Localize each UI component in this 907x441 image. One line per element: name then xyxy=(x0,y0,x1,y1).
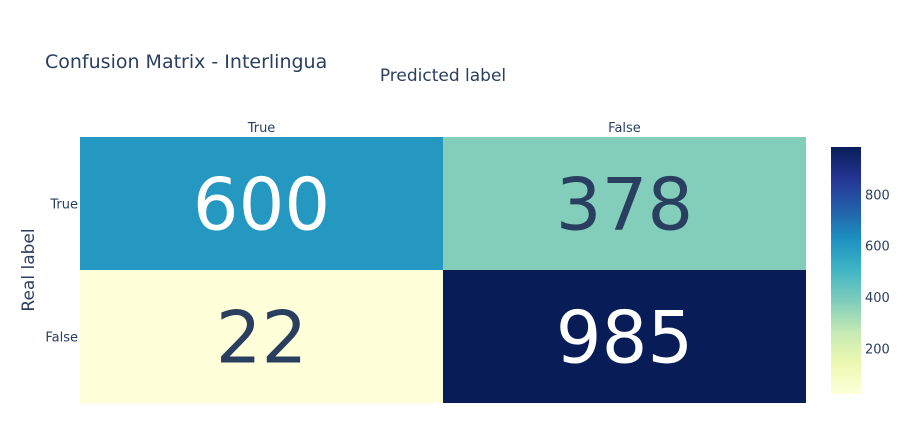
y-tick-label: False xyxy=(45,331,78,346)
heatmap-cell xyxy=(80,137,443,270)
heatmap-cell xyxy=(443,137,806,270)
chart-title: Confusion Matrix - Interlingua xyxy=(45,51,327,73)
y-tick-label: True xyxy=(49,198,78,213)
colorbar-ticks: 200 400 600 800 xyxy=(865,188,890,357)
colorbar-tick-label: 400 xyxy=(865,291,890,306)
cell-value-label: 600 xyxy=(193,163,330,247)
x-tick-label: False xyxy=(608,121,641,136)
colorbar-tick-label: 200 xyxy=(865,342,890,357)
cell-value-label: 22 xyxy=(216,296,308,380)
heatmap-cell xyxy=(443,270,806,403)
cell-value-label: 985 xyxy=(556,296,693,380)
colorbar: 200 400 600 800 xyxy=(831,147,890,394)
colorbar-tick-label: 600 xyxy=(865,240,890,255)
heatmap-cell xyxy=(80,270,443,403)
y-axis-ticks: True False xyxy=(45,198,78,346)
colorbar-gradient xyxy=(831,147,861,394)
x-tick-label: True xyxy=(247,121,276,136)
x-axis-title: Predicted label xyxy=(380,66,506,86)
cell-value-label: 378 xyxy=(556,163,693,247)
colorbar-tick-label: 800 xyxy=(865,188,890,203)
y-axis-title: Real label xyxy=(19,228,39,311)
heatmap-cells: 600 378 22 985 xyxy=(80,137,806,403)
x-axis-ticks: True False xyxy=(247,121,641,136)
